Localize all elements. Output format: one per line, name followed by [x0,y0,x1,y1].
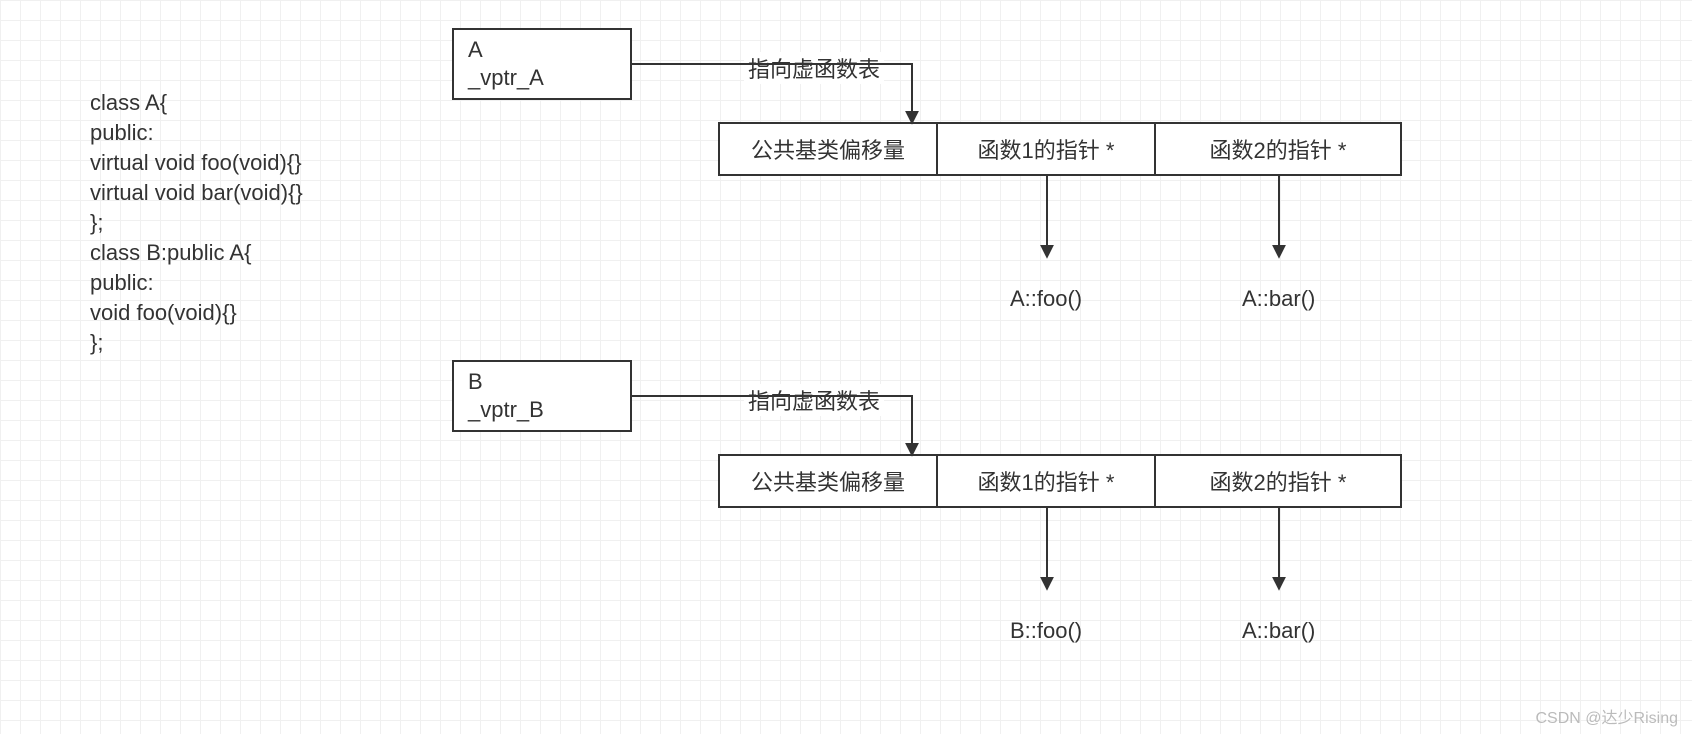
code-line: }; [90,210,103,235]
vptr-box-b-line2: _vptr_B [468,396,616,424]
code-line: }; [90,330,103,355]
vtable-b-cell-1: 函数1的指针 * [936,454,1156,508]
vptr-box-a: A _vptr_A [452,28,632,100]
edge-label-b: 指向虚函数表 [744,384,884,416]
vptr-box-b: B _vptr_B [452,360,632,432]
vptr-box-b-line1: B [468,368,616,396]
target-a-bar: A::bar() [1242,286,1315,312]
code-line: public: [90,120,154,145]
code-line: void foo(void){} [90,300,237,325]
vtable-b-cell-2-text: 函数2的指针 * [1210,465,1347,497]
vtable-a-cell-1-text: 函数1的指针 * [978,133,1115,165]
vptr-box-a-line1: A [468,36,616,64]
vtable-a-cell-1: 函数1的指针 * [936,122,1156,176]
target-b-bar: A::bar() [1242,618,1315,644]
target-b-foo: B::foo() [1010,618,1082,644]
vtable-a-cell-2-text: 函数2的指针 * [1210,133,1347,165]
vptr-box-a-line2: _vptr_A [468,64,616,92]
edge-label-a: 指向虚函数表 [744,52,884,84]
vtable-b-cell-0-text: 公共基类偏移量 [751,465,905,497]
vtable-a-cell-0-text: 公共基类偏移量 [751,133,905,165]
vtable-a-cell-0: 公共基类偏移量 [718,122,938,176]
code-line: class A{ [90,90,167,115]
vtable-b-cell-2: 函数2的指针 * [1154,454,1402,508]
code-block: class A{ public: virtual void foo(void){… [90,88,303,358]
code-line: virtual void foo(void){} [90,150,302,175]
vtable-b-cell-1-text: 函数1的指针 * [978,465,1115,497]
vtable-b-cell-0: 公共基类偏移量 [718,454,938,508]
code-line: public: [90,270,154,295]
code-line: class B:public A{ [90,240,251,265]
target-a-foo: A::foo() [1010,286,1082,312]
code-line: virtual void bar(void){} [90,180,303,205]
vtable-a-cell-2: 函数2的指针 * [1154,122,1402,176]
watermark: CSDN @达少Rising [1536,704,1679,728]
